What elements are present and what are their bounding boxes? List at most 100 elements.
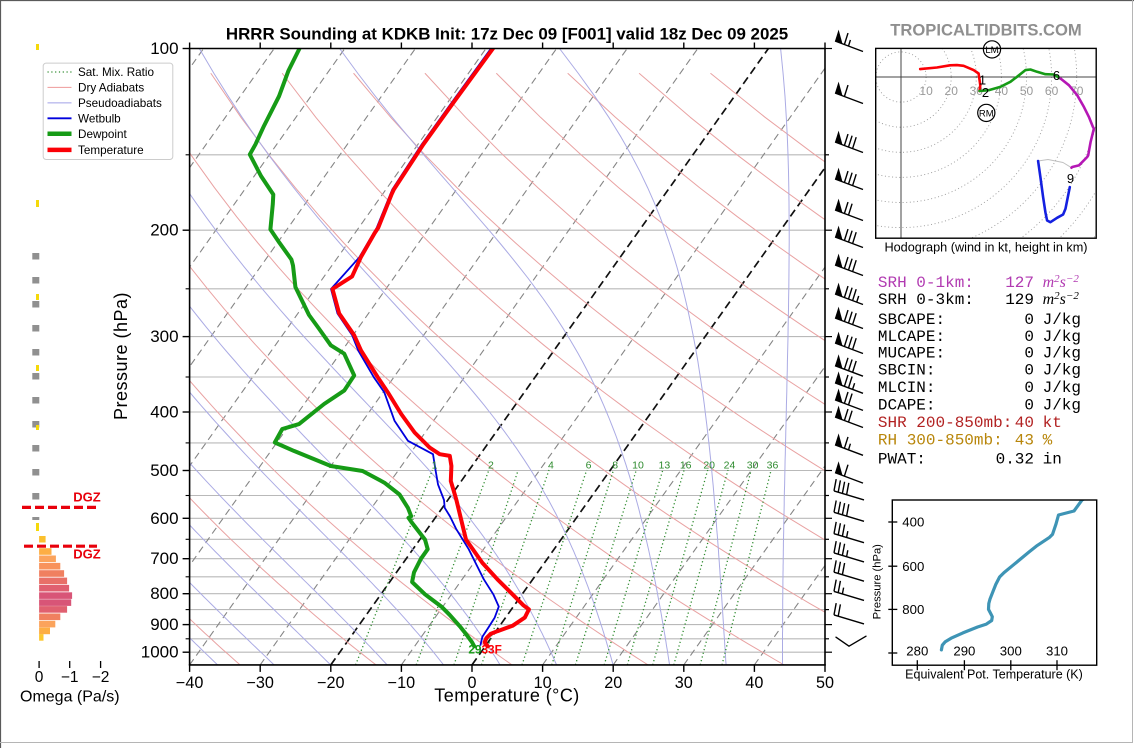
svg-text:Wetbulb: Wetbulb	[78, 113, 121, 126]
svg-text:70: 70	[1070, 84, 1084, 98]
svg-text:8: 8	[612, 460, 618, 472]
svg-text:800: 800	[150, 584, 178, 603]
svg-text:2: 2	[982, 85, 989, 100]
svg-text:Sat. Mix. Ratio: Sat. Mix. Ratio	[78, 66, 154, 79]
svg-text:300: 300	[1000, 644, 1022, 659]
svg-text:J/kg: J/kg	[1043, 328, 1081, 346]
svg-text:0: 0	[1024, 345, 1034, 363]
svg-text:43: 43	[1015, 432, 1034, 450]
svg-text:SHR 200-850mb:: SHR 200-850mb:	[878, 414, 1012, 432]
svg-text:MLCAPE:: MLCAPE:	[878, 328, 945, 346]
svg-text:Pseudoadiabats: Pseudoadiabats	[78, 97, 162, 110]
svg-text:9: 9	[1067, 171, 1074, 186]
svg-text:SRH 0-1km:: SRH 0-1km:	[878, 274, 974, 292]
svg-text:129: 129	[1005, 291, 1034, 309]
svg-text:16: 16	[680, 460, 692, 472]
svg-text:60: 60	[1045, 84, 1059, 98]
svg-text:RM: RM	[979, 108, 994, 119]
svg-text:0: 0	[1024, 379, 1034, 397]
svg-text:29: 29	[468, 643, 482, 657]
svg-text:0: 0	[467, 674, 476, 692]
svg-text:30: 30	[747, 460, 759, 472]
svg-text:0: 0	[35, 669, 44, 686]
svg-text:33F: 33F	[482, 643, 502, 657]
svg-text:Equivalent Pot. Temperature (K: Equivalent Pot. Temperature (K)	[905, 668, 1083, 682]
svg-text:0: 0	[1024, 328, 1034, 346]
svg-text:Omega (Pa/s): Omega (Pa/s)	[20, 689, 120, 706]
svg-text:1: 1	[432, 460, 438, 472]
svg-text:SBCIN:: SBCIN:	[878, 362, 936, 380]
svg-text:Pressure (hPa): Pressure (hPa)	[872, 544, 884, 620]
svg-text:DCAPE:: DCAPE:	[878, 396, 936, 414]
svg-text:900: 900	[150, 615, 178, 634]
svg-text:290: 290	[953, 644, 975, 659]
svg-text:J/kg: J/kg	[1043, 396, 1081, 414]
svg-text:kt: kt	[1043, 414, 1062, 432]
svg-text:Pressure (hPa): Pressure (hPa)	[111, 292, 131, 420]
svg-text:300: 300	[150, 327, 178, 346]
svg-text:J/kg: J/kg	[1043, 345, 1081, 363]
svg-text:SRH 0-3km:: SRH 0-3km:	[878, 291, 974, 309]
svg-text:40: 40	[1015, 414, 1034, 432]
svg-text:J/kg: J/kg	[1043, 362, 1081, 380]
svg-text:6: 6	[586, 460, 592, 472]
svg-text:RH 300-850mb:: RH 300-850mb:	[878, 432, 1003, 450]
svg-text:0: 0	[1024, 311, 1034, 329]
svg-text:J/kg: J/kg	[1043, 311, 1081, 329]
svg-text:500: 500	[150, 461, 178, 480]
svg-text:Hodograph (wind in kt, height: Hodograph (wind in kt, height in km)	[884, 241, 1087, 255]
svg-text:PWAT:: PWAT:	[878, 450, 926, 468]
svg-text:10: 10	[919, 84, 933, 98]
svg-text:−40: −40	[176, 674, 203, 692]
svg-text:0.32: 0.32	[996, 450, 1034, 468]
svg-text:DGZ: DGZ	[73, 490, 101, 505]
svg-text:30: 30	[675, 674, 693, 692]
svg-text:800: 800	[902, 602, 924, 617]
svg-text:20: 20	[945, 84, 959, 98]
svg-text:50: 50	[816, 674, 834, 692]
svg-text:−10: −10	[388, 674, 415, 692]
svg-text:127: 127	[1005, 274, 1034, 292]
svg-text:%: %	[1043, 432, 1053, 450]
svg-text:400: 400	[902, 515, 924, 530]
svg-text:400: 400	[150, 403, 178, 422]
svg-text:36: 36	[767, 460, 779, 472]
svg-text:13: 13	[659, 460, 671, 472]
svg-text:−20: −20	[317, 674, 344, 692]
svg-text:10: 10	[632, 460, 644, 472]
svg-text:24: 24	[724, 460, 736, 472]
svg-text:20: 20	[604, 674, 622, 692]
svg-text:700: 700	[150, 549, 178, 568]
svg-text:100: 100	[150, 39, 178, 58]
svg-text:TROPICALTIDBITS.COM: TROPICALTIDBITS.COM	[890, 21, 1081, 40]
svg-text:4: 4	[548, 460, 554, 472]
svg-text:−2: −2	[92, 669, 110, 686]
svg-text:Temperature: Temperature	[78, 144, 144, 157]
svg-text:10: 10	[534, 674, 552, 692]
svg-text:−30: −30	[246, 674, 273, 692]
svg-text:6: 6	[1053, 68, 1060, 83]
svg-text:1: 1	[979, 73, 986, 88]
svg-text:MLCIN:: MLCIN:	[878, 379, 936, 397]
svg-text:600: 600	[150, 509, 178, 528]
svg-text:1000: 1000	[141, 643, 179, 662]
svg-text:in: in	[1043, 450, 1062, 468]
svg-text:40: 40	[745, 674, 763, 692]
svg-text:2: 2	[488, 460, 494, 472]
svg-text:SBCAPE:: SBCAPE:	[878, 311, 945, 329]
svg-text:0: 0	[1024, 362, 1034, 380]
svg-text:MUCAPE:: MUCAPE:	[878, 345, 945, 363]
svg-text:200: 200	[150, 221, 178, 240]
svg-text:−1: −1	[61, 669, 79, 686]
svg-text:Temperature (°C): Temperature (°C)	[434, 686, 579, 706]
svg-text:DGZ: DGZ	[73, 547, 101, 562]
svg-text:HRRR Sounding at KDKB Init: 17: HRRR Sounding at KDKB Init: 17z Dec 09 […	[226, 25, 788, 44]
svg-text:LM: LM	[985, 45, 998, 56]
svg-text:0: 0	[1024, 396, 1034, 414]
svg-text:Dewpoint: Dewpoint	[78, 128, 127, 141]
svg-text:280: 280	[906, 644, 928, 659]
svg-text:600: 600	[902, 559, 924, 574]
svg-text:J/kg: J/kg	[1043, 379, 1081, 397]
svg-text:Dry Adiabats: Dry Adiabats	[78, 82, 144, 95]
svg-text:50: 50	[1020, 84, 1034, 98]
